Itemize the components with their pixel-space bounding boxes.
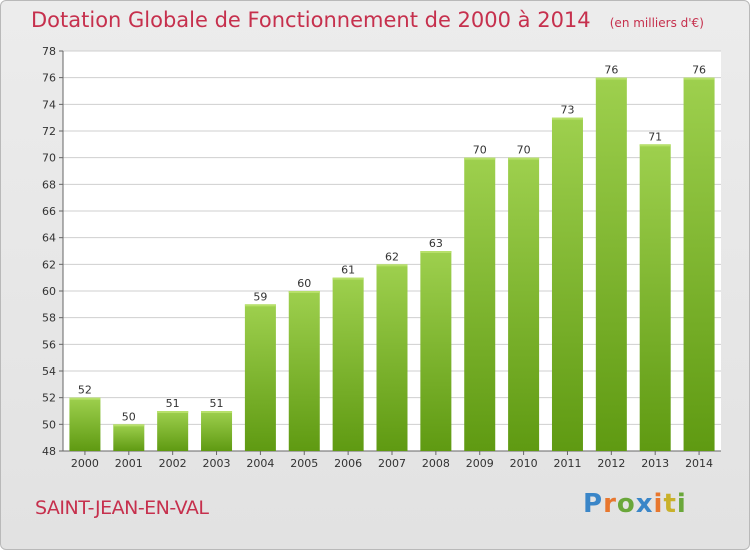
bar-value-label: 73 xyxy=(560,104,574,117)
y-tick-label: 68 xyxy=(42,178,56,191)
bar-value-label: 61 xyxy=(341,264,355,277)
x-tick-label: 2006 xyxy=(334,457,362,470)
bar-value-label: 62 xyxy=(385,250,399,263)
bar-value-label: 59 xyxy=(253,290,267,303)
bar-top-highlight xyxy=(376,264,408,267)
y-tick-label: 70 xyxy=(42,152,56,165)
y-tick-label: 62 xyxy=(42,258,56,271)
bar-top-highlight xyxy=(288,291,320,293)
x-tick-label: 2005 xyxy=(290,457,318,470)
bar xyxy=(639,144,671,452)
y-tick-label: 56 xyxy=(42,338,56,351)
y-tick-label: 64 xyxy=(42,232,56,245)
bar xyxy=(551,117,583,452)
y-tick-label: 78 xyxy=(42,45,56,58)
x-tick-label: 2009 xyxy=(466,457,494,470)
y-tick-label: 66 xyxy=(42,205,56,218)
logo-letter: o xyxy=(616,489,636,519)
bar-top-highlight xyxy=(332,277,364,280)
x-tick-label: 2001 xyxy=(115,457,143,470)
bar-value-label: 63 xyxy=(429,237,443,250)
bar-top-highlight xyxy=(244,304,276,307)
chart-title: Dotation Globale de Fonctionnement de 20… xyxy=(31,8,591,32)
chart-subtitle: (en milliers d'€) xyxy=(609,16,704,30)
bar-value-label: 60 xyxy=(297,277,311,290)
bar-top-highlight xyxy=(420,251,452,253)
bar-value-label: 50 xyxy=(122,410,136,423)
bar-top-highlight xyxy=(113,424,145,427)
y-tick-label: 76 xyxy=(42,72,56,85)
logo-letter: P xyxy=(583,489,604,519)
y-tick-label: 74 xyxy=(42,98,56,111)
bar-top-highlight xyxy=(639,144,671,147)
bar xyxy=(376,264,408,451)
bar-value-label: 70 xyxy=(473,144,487,157)
x-tick-label: 2014 xyxy=(685,457,713,470)
logo-letter: i xyxy=(653,489,664,519)
bar xyxy=(595,77,627,452)
bar xyxy=(464,157,496,451)
x-tick-label: 2013 xyxy=(641,457,669,470)
x-tick-label: 2003 xyxy=(203,457,231,470)
bar-top-highlight xyxy=(595,77,627,80)
bar xyxy=(332,277,364,451)
bar-value-label: 76 xyxy=(604,64,618,77)
x-tick-label: 2004 xyxy=(246,457,274,470)
logo-letter: i xyxy=(676,489,687,519)
bar xyxy=(244,304,276,451)
x-tick-label: 2002 xyxy=(159,457,187,470)
bar-top-highlight xyxy=(464,157,496,160)
y-tick-label: 50 xyxy=(42,418,56,431)
bar-value-label: 51 xyxy=(166,397,180,410)
proxiti-logo[interactable]: Proxiti xyxy=(583,489,687,519)
y-tick-label: 72 xyxy=(42,125,56,138)
logo-letter: r xyxy=(603,489,617,519)
logo-letter: x xyxy=(635,489,654,519)
bar-value-label: 71 xyxy=(648,130,662,143)
bar xyxy=(69,397,101,451)
x-tick-label: 2011 xyxy=(553,457,581,470)
y-tick-label: 60 xyxy=(42,285,56,298)
bar xyxy=(113,424,145,451)
x-tick-label: 2010 xyxy=(510,457,538,470)
bar-value-label: 51 xyxy=(210,397,224,410)
x-tick-label: 2008 xyxy=(422,457,450,470)
bar xyxy=(288,291,320,451)
x-tick-label: 2012 xyxy=(597,457,625,470)
x-tick-label: 2007 xyxy=(378,457,406,470)
bar xyxy=(508,157,540,451)
y-tick-label: 58 xyxy=(42,312,56,325)
logo-letter: t xyxy=(663,489,677,519)
bar-top-highlight xyxy=(201,411,233,413)
bar-top-highlight xyxy=(551,117,583,120)
y-tick-label: 54 xyxy=(42,365,56,378)
x-tick-label: 2000 xyxy=(71,457,99,470)
bar xyxy=(201,411,233,451)
bar xyxy=(157,411,189,451)
bar xyxy=(683,77,715,452)
bar xyxy=(420,251,452,451)
bar-value-label: 76 xyxy=(692,64,706,77)
y-tick-label: 52 xyxy=(42,392,56,405)
bar-top-highlight xyxy=(69,397,101,400)
bar-top-highlight xyxy=(157,411,189,413)
bar-value-label: 52 xyxy=(78,384,92,397)
bar-top-highlight xyxy=(683,77,715,80)
town-name: SAINT-JEAN-EN-VAL xyxy=(35,497,209,519)
bar-top-highlight xyxy=(508,157,540,160)
y-tick-label: 48 xyxy=(42,445,56,458)
bar-value-label: 70 xyxy=(517,144,531,157)
title-row: Dotation Globale de Fonctionnement de 20… xyxy=(31,8,704,32)
